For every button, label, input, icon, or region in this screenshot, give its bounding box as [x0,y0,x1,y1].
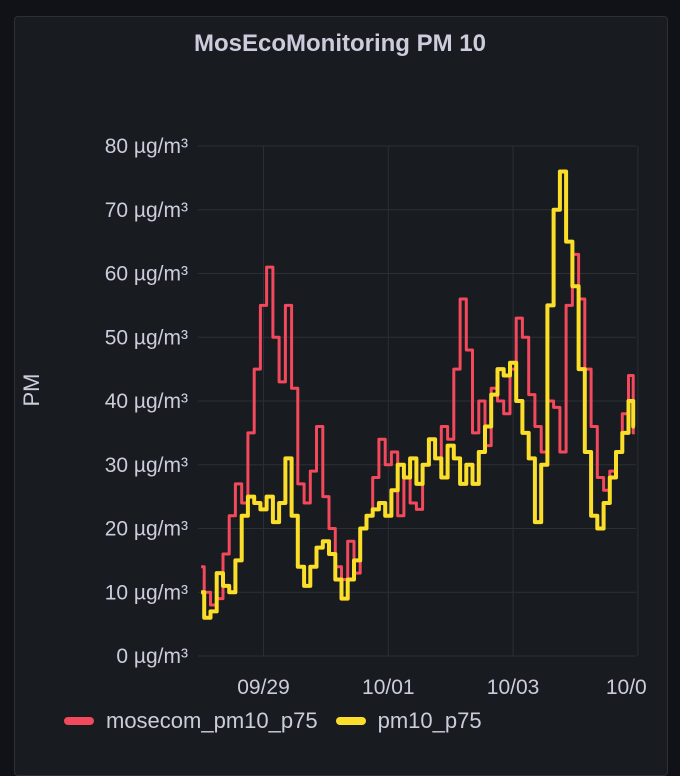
x-tick-label: 10/0 [606,676,647,699]
y-tick-label: 0 µg/m³ [116,645,188,668]
series-line-1 [201,169,636,620]
y-tick-label: 60 µg/m³ [105,263,188,286]
series-line-0 [201,252,635,607]
legend-item-series-1[interactable]: pm10_p75 [335,708,482,734]
y-tick-label: 40 µg/m³ [105,390,188,413]
legend-label-series-0: mosecom_pm10_p75 [106,708,318,733]
y-tick-label: 30 µg/m³ [105,454,188,477]
x-tick-label: 10/03 [487,676,540,699]
legend: mosecom_pm10_p75 pm10_p75 [64,708,482,734]
legend-swatch-series-0 [64,717,94,725]
y-tick-label: 80 µg/m³ [105,135,188,158]
chart-panel [14,16,668,776]
legend-item-series-0[interactable]: mosecom_pm10_p75 [64,708,318,734]
y-tick-label: 10 µg/m³ [105,581,188,604]
panel-title: MosEcoMonitoring PM 10 [193,30,486,57]
legend-label-series-1: pm10_p75 [377,708,482,733]
x-tick-label: 09/29 [237,676,290,699]
y-tick-label: 70 µg/m³ [105,199,188,222]
x-tick-label: 10/01 [362,676,415,699]
y-tick-label: 50 µg/m³ [105,326,188,349]
y-tick-label: 20 µg/m³ [105,518,188,541]
legend-swatch-series-1 [335,717,366,725]
